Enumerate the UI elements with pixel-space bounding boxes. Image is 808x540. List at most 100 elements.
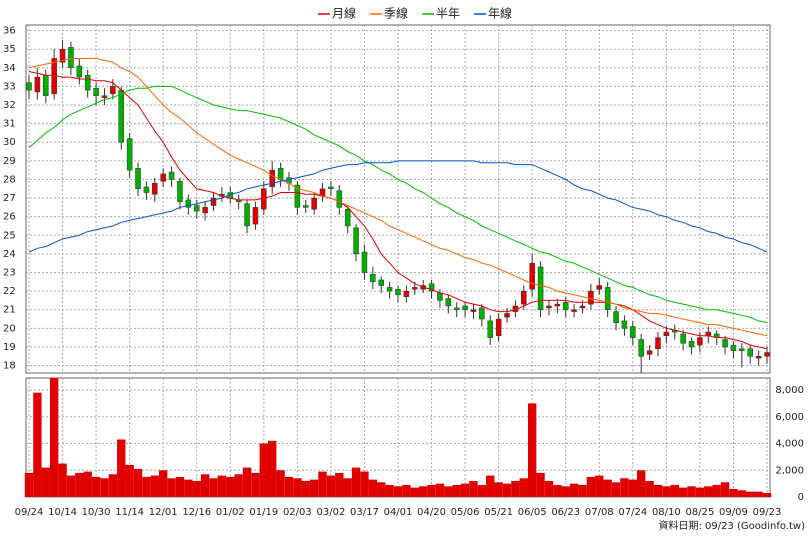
candle-body [101,95,108,98]
y2-tick-label: 2,000 [775,465,804,476]
candle-body [353,227,359,255]
volume-bar [368,479,378,497]
x-tick-label: 10/30 [82,507,111,518]
y-tick-label: 22 [3,286,16,297]
candle-body [462,305,468,310]
candle-body [747,348,753,357]
y-tick-label: 20 [3,323,16,334]
x-tick-label: 01/02 [216,507,245,518]
candle-body [722,339,728,348]
volume-bar [427,484,436,497]
volume-bar [66,475,76,497]
candle-body [764,352,770,357]
x-tick-label: 01/19 [249,507,278,518]
x-tick-label: 04/20 [417,507,446,518]
volume-bar [637,470,646,497]
volume-bar [511,480,520,497]
legend-label: 半年 [436,7,460,21]
footer: 資料日期: 09/23 (Goodinfo.tw) [658,519,805,532]
volume-bar [100,478,109,497]
candle-body [51,58,57,95]
volume-bar [125,464,134,497]
volume-bar [469,480,478,497]
volume-bar [167,478,176,497]
volume-bar [343,478,352,497]
volume-bar [678,487,688,497]
candle-body [487,320,493,338]
y-tick-label: 24 [3,249,16,260]
candle-body [621,320,628,329]
volume-bar [284,476,294,497]
volume-bar [301,480,310,497]
volume-bar [58,463,67,497]
candle-body [646,350,653,355]
y-tick-label: 18 [3,361,16,372]
y-tick-label: 36 [3,26,16,37]
candle-body [26,82,32,91]
volume-bar [242,467,252,497]
volume-bar [569,483,579,497]
candle-body [495,318,502,337]
legend-label: 年線 [488,6,512,21]
candle-body [59,48,66,63]
x-tick-label: 08/25 [685,507,714,518]
candle-body [739,348,745,351]
candle-body [252,207,259,225]
volume-bar [586,476,596,497]
volume-bar [460,483,470,497]
volume-bar [519,478,528,497]
y-tick-label: 33 [3,81,16,92]
candle-body [437,292,443,301]
x-tick-label: 06/05 [518,507,547,518]
legend-label: 月線 [332,6,356,21]
ma-line [28,71,768,350]
candle-body [43,74,49,96]
volume-bar [276,470,285,497]
candle-body [630,326,636,338]
x-tick-label: 09/23 [753,507,782,518]
volume-bar [410,487,419,497]
volume-bar [326,475,336,497]
x-tick-label: 05/21 [484,507,513,518]
y-tick-label: 28 [3,174,16,185]
y-tick-label: 27 [3,193,16,204]
volume-bar [418,486,428,497]
candle-body [655,337,661,350]
volume-bar [477,484,487,497]
volume-bar [536,472,545,497]
volume-bar [502,483,512,497]
volume-bar [49,378,59,497]
x-tick-label: 11/14 [115,507,144,518]
volume-bar [746,491,755,497]
x-tick-label: 12/16 [182,507,211,518]
candle-body [34,76,41,93]
x-tick-label: 06/23 [551,507,580,518]
candle-body [210,197,217,206]
volume-bar [494,482,503,497]
volume-bar [444,486,453,497]
volume-bar [318,471,327,497]
volume-bar [226,476,235,497]
candle-body [68,47,74,69]
x-tick-label: 05/06 [451,507,480,518]
y-tick-label: 29 [3,156,16,167]
volume-bar [360,471,369,497]
candle-body [193,205,200,212]
y-tick-label: 30 [3,137,16,148]
candle-body [571,309,577,312]
volume-bar [83,471,92,497]
ma-line [28,58,768,337]
volume-bar [704,486,713,497]
candle-body [504,313,510,318]
x-tick-label: 10/14 [48,507,77,518]
candle-body [688,341,695,348]
candle-body [328,186,334,190]
candle-body [244,203,250,227]
candle-body [613,311,619,324]
candle-body [755,356,762,359]
volume-bar [645,480,654,497]
candle-body [680,333,686,344]
candle-body [303,205,309,208]
x-tick-label: 03/17 [350,507,379,518]
x-tick-label: 07/08 [585,507,614,518]
